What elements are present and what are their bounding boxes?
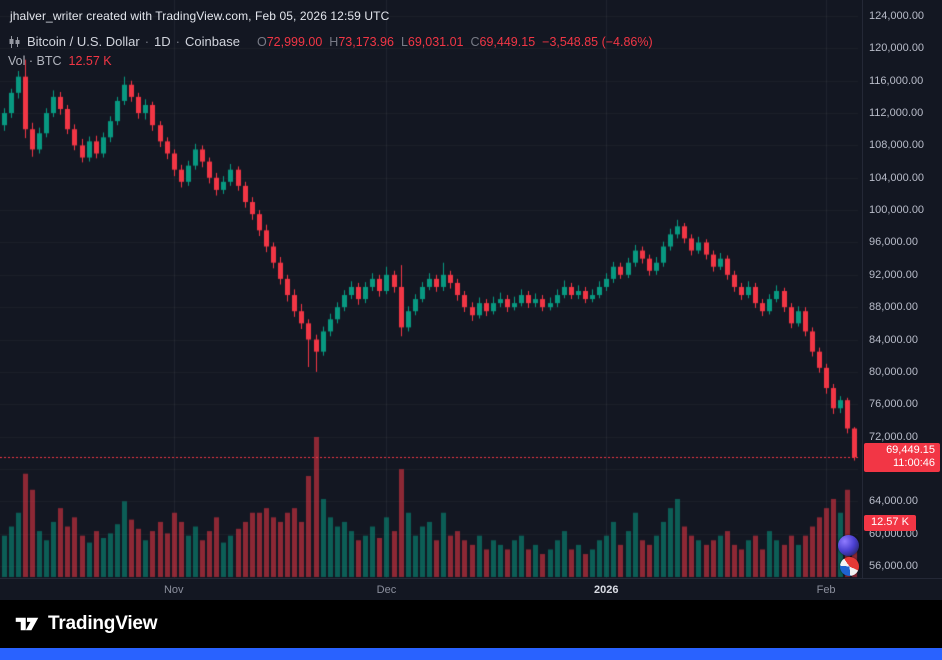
price-axis-label: 92,000.00 (869, 268, 918, 281)
open-value: 72,999.00 (266, 35, 323, 49)
price-axis-label: 124,000.00 (869, 10, 925, 22)
symbol-title[interactable]: Bitcoin / U.S. Dollar (27, 34, 140, 49)
low-value: 69,031.01 (407, 35, 464, 49)
bar-countdown: 11:00:46 (892, 457, 935, 470)
volume-label[interactable]: Vol · BTC (8, 54, 62, 68)
volume-axis-badge: 12.57 K (864, 515, 916, 531)
tradingview-logo-icon[interactable] (12, 609, 42, 639)
high-label: H (329, 35, 339, 49)
price-axis-label: 76,000.00 (869, 398, 918, 411)
price-axis-label: 84,000.00 (869, 333, 918, 346)
price-axis-label: 56,000.00 (869, 560, 918, 572)
price-axis-label: 72,000.00 (869, 430, 918, 443)
high-value: 73,173.96 (338, 35, 394, 49)
time-axis-label: Nov (163, 584, 184, 596)
legend-row-symbol: Bitcoin / U.S. Dollar · 1D · Coinbase O7… (8, 34, 653, 49)
exchange-label: Coinbase (185, 34, 240, 49)
footer-bar: TradingView (0, 600, 942, 648)
interval-label[interactable]: 1D (154, 34, 171, 49)
price-axis[interactable]: 69,449.15 11:00:46 12.57 K 124,000.00 120… (862, 0, 942, 578)
price-axis-label: 116,000.00 (869, 74, 924, 87)
last-price-value: 69,449.15 (886, 444, 935, 457)
price-axis-label: 104,000.00 (869, 171, 925, 184)
price-axis-label: 96,000.00 (869, 236, 918, 249)
price-axis-label: 112,000.00 (869, 107, 924, 120)
chart-pane[interactable]: jhalver_writer created with TradingView.… (0, 0, 942, 601)
symbol-chart-icon (8, 35, 22, 49)
price-axis-label: 100,000.00 (869, 204, 925, 217)
close-value: 69,449.15 (479, 35, 536, 49)
low-label: L (400, 35, 408, 49)
ohlc-values: O72,999.00 H73,173.96 L69,031.01 C69,449.15 (250, 34, 535, 49)
close-label: C (470, 35, 480, 49)
price-axis-label: 64,000.00 (869, 495, 918, 508)
candlestick-chart-canvas[interactable] (0, 0, 862, 600)
time-axis-label: Feb (816, 584, 836, 596)
price-axis-label: 108,000.00 (869, 139, 925, 152)
emoji-sticker-ball[interactable] (840, 557, 859, 576)
volume-value: 12.57 K (68, 54, 112, 68)
time-axis[interactable]: Nov Dec 2026 Feb (0, 578, 942, 601)
last-price-badge: 69,449.15 11:00:46 (864, 443, 940, 473)
price-axis-label: 88,000.00 (869, 301, 918, 314)
change-value: −3,548.85 (−4.86%) (542, 34, 653, 49)
price-axis-label: 120,000.00 (869, 42, 925, 55)
tradingview-wordmark[interactable]: TradingView (48, 613, 158, 634)
separator-dot: · (144, 34, 150, 49)
bottom-blue-strip (0, 648, 942, 660)
separator-dot: · (175, 34, 181, 49)
open-label: O (256, 35, 267, 49)
price-axis-label: 80,000.00 (869, 365, 918, 378)
time-axis-label: Dec (376, 584, 397, 596)
emoji-sticker-purple[interactable] (838, 535, 859, 556)
attribution-text: jhalver_writer created with TradingView.… (10, 9, 390, 23)
time-axis-label: 2026 (594, 584, 619, 596)
legend-row-volume: Vol · BTC 12.57 K (8, 54, 112, 68)
